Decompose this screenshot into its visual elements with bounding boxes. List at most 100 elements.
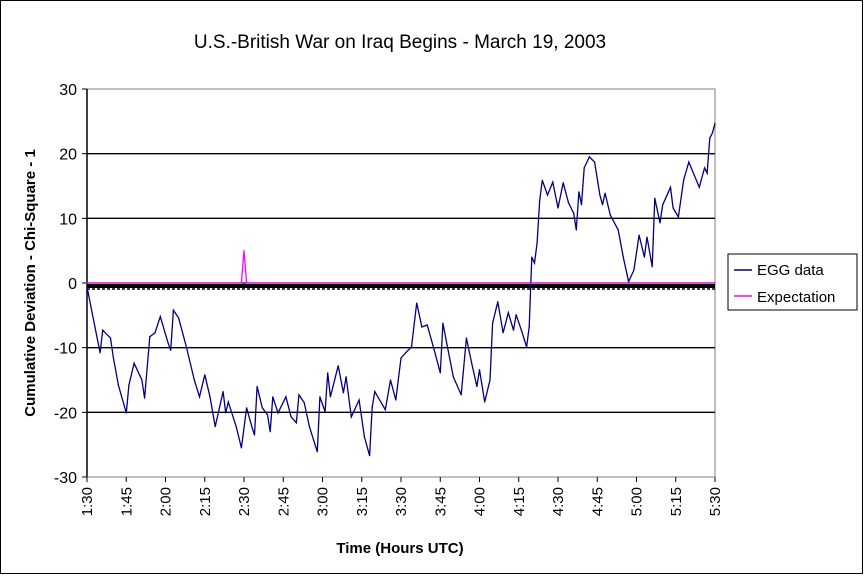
data-point — [225, 412, 227, 414]
data-point — [324, 411, 326, 413]
data-point — [371, 406, 373, 408]
data-point — [235, 425, 237, 428]
data-point — [329, 396, 331, 398]
data-point — [251, 425, 253, 428]
data-point — [266, 414, 269, 416]
data-point — [622, 257, 625, 259]
data-point — [573, 212, 575, 214]
x-tick-label: 5:00 — [629, 487, 646, 516]
y-tick-label: 0 — [68, 276, 77, 293]
data-point — [478, 369, 481, 371]
data-point — [654, 197, 656, 199]
data-point — [298, 394, 300, 396]
data-point — [374, 391, 376, 393]
data-point — [410, 346, 413, 348]
data-point — [337, 365, 339, 367]
data-point — [117, 384, 119, 386]
legend-box — [727, 253, 858, 311]
data-point — [562, 182, 564, 184]
data-point — [706, 172, 708, 174]
x-tick-label: 2:30 — [236, 487, 253, 516]
data-point — [539, 199, 541, 201]
data-point — [484, 401, 486, 403]
data-point — [599, 194, 601, 196]
data-point — [557, 207, 559, 209]
x-tick-label: 4:15 — [511, 487, 528, 516]
data-point — [683, 179, 685, 181]
data-point — [342, 392, 345, 394]
data-point — [209, 396, 211, 398]
data-point — [350, 416, 352, 418]
data-point — [285, 396, 287, 398]
x-tick-label: 4:00 — [472, 487, 489, 516]
data-point — [154, 332, 156, 334]
x-tick-label: 3:30 — [393, 487, 410, 516]
data-point — [198, 396, 201, 398]
data-point — [272, 396, 274, 398]
data-point — [714, 282, 716, 284]
data-point — [177, 317, 180, 319]
data-point — [214, 425, 216, 428]
data-point — [703, 167, 706, 169]
data-point — [125, 412, 127, 414]
data-point — [578, 191, 580, 193]
data-point — [714, 122, 716, 124]
data-point — [149, 336, 151, 338]
data-point — [345, 376, 347, 378]
data-point — [277, 412, 279, 414]
x-tick-label: 3:00 — [315, 487, 332, 516]
data-point — [170, 349, 172, 351]
data-point — [452, 376, 454, 378]
data-point — [193, 379, 195, 381]
data-point — [669, 186, 672, 188]
data-point — [269, 431, 271, 433]
x-tick-label: 4:45 — [589, 487, 606, 516]
data-point — [143, 397, 146, 399]
x-tick-label: 5:30 — [707, 487, 724, 516]
data-point — [240, 282, 242, 284]
data-point — [594, 161, 596, 163]
data-point — [580, 204, 583, 206]
data-point — [672, 207, 674, 209]
data-point — [520, 329, 522, 331]
data-point — [526, 346, 528, 348]
data-point — [369, 455, 371, 457]
data-point — [363, 436, 365, 438]
data-point — [515, 314, 517, 316]
data-point — [384, 409, 386, 411]
x-tick-label: 3:45 — [432, 487, 449, 516]
data-point — [295, 422, 297, 424]
x-axis-label: Time (Hours UTC) — [336, 540, 463, 557]
data-point — [531, 256, 533, 258]
y-tick-label: 20 — [59, 147, 77, 164]
data-point — [552, 181, 554, 183]
data-point — [609, 214, 611, 216]
data-point — [442, 322, 444, 324]
data-point — [128, 384, 130, 386]
expectation-marker-band — [87, 284, 715, 288]
data-point — [141, 379, 143, 381]
data-point — [133, 362, 135, 364]
legend: EGG data Expectation — [727, 253, 858, 311]
data-point — [489, 379, 491, 381]
data-point — [400, 357, 402, 359]
data-point — [628, 281, 630, 283]
y-tick-label: 30 — [59, 82, 77, 99]
data-point — [185, 346, 188, 348]
data-point — [395, 399, 397, 401]
data-point — [246, 282, 248, 284]
data-point — [465, 337, 468, 339]
data-point — [546, 194, 549, 196]
data-point — [643, 256, 645, 258]
data-point — [471, 362, 473, 364]
data-point — [86, 286, 88, 288]
data-point — [426, 324, 428, 326]
data-point — [491, 322, 494, 324]
data-point — [460, 394, 462, 396]
legend-label-egg: EGG data — [757, 262, 824, 279]
data-point — [243, 250, 245, 252]
data-point — [533, 262, 536, 264]
data-point — [659, 222, 661, 224]
data-point — [567, 202, 570, 204]
